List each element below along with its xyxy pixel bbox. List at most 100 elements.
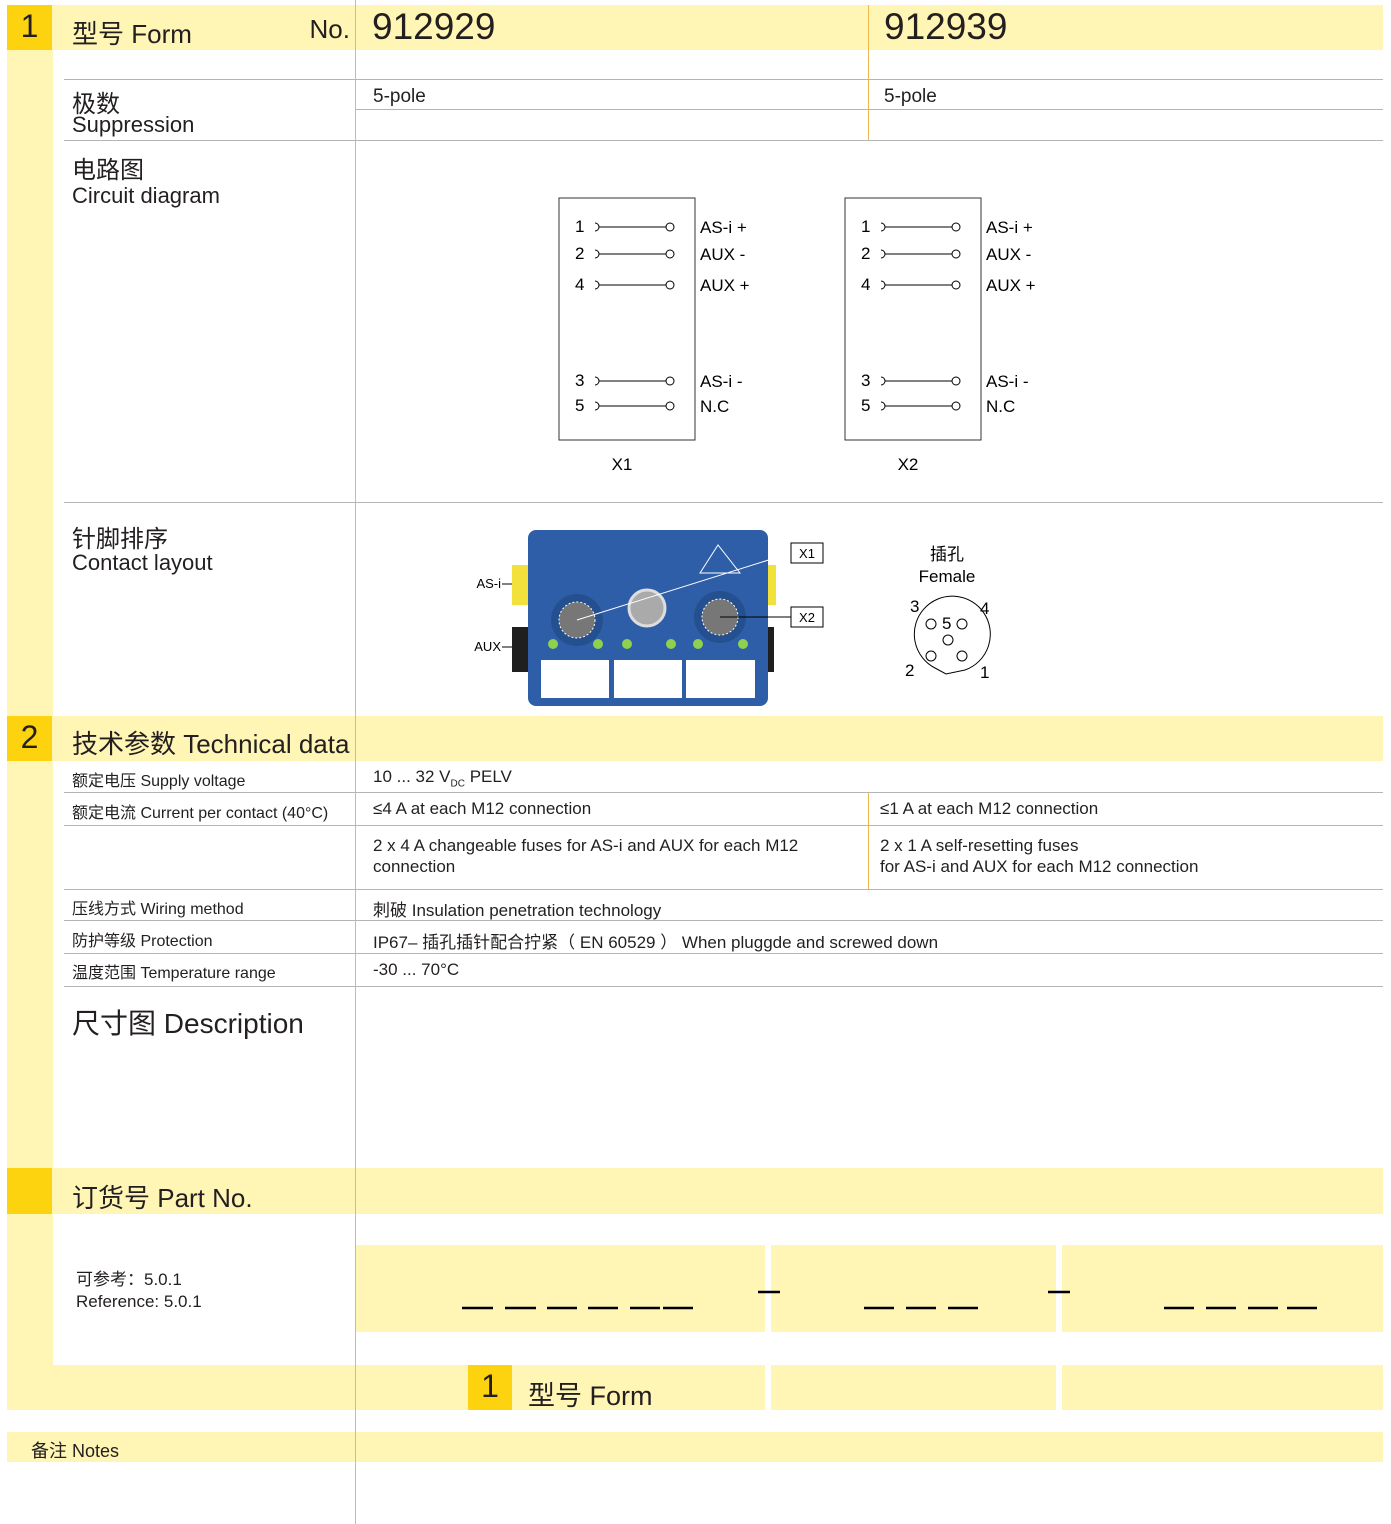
pin-terminal	[951, 222, 961, 232]
tech-value: ≤4 A at each M12 connection	[373, 799, 592, 818]
row-line	[64, 953, 1383, 954]
knob	[627, 588, 667, 628]
pin-contact	[880, 401, 886, 411]
cable-tab	[766, 565, 776, 605]
notes-band	[7, 1432, 1383, 1462]
reference-en: Reference: 5.0.1	[76, 1292, 202, 1311]
form-label: 型号 Form	[528, 1381, 653, 1411]
female-en: Female	[919, 567, 976, 586]
dashes	[462, 1290, 1317, 1310]
column-line	[868, 5, 869, 140]
logo	[699, 544, 742, 574]
callout-box	[790, 542, 824, 564]
row-line	[355, 109, 1383, 110]
label-en: Contact layout	[72, 550, 213, 575]
section-title: 型号 Form	[72, 19, 192, 49]
row-line	[64, 140, 1383, 141]
callout-box	[790, 606, 824, 628]
cable-tab	[512, 565, 530, 605]
text: 10 ... 32 V	[373, 767, 451, 786]
connector-box	[558, 197, 696, 441]
part-field	[356, 1245, 765, 1332]
pin-contact	[880, 249, 886, 259]
label-cn: 极数	[72, 91, 120, 118]
pin-signal: AS-i +	[986, 218, 1033, 237]
tech-value: 10 ... 32 VDC PELV	[373, 767, 512, 789]
tech-value: 2 x 4 A changeable fuses for AS-i and AU…	[373, 836, 799, 876]
label-cn: 电路图	[72, 157, 144, 184]
tech-label: 温度范围 Temperature range	[72, 965, 276, 982]
pin-terminal	[665, 280, 675, 290]
label-en: Suppression	[72, 112, 195, 137]
pin-signal: AS-i +	[700, 218, 747, 237]
form-band	[771, 1365, 1056, 1410]
callout-label: X2	[799, 610, 815, 625]
row-line	[64, 79, 1383, 80]
pin-signal: AS-i -	[700, 372, 743, 391]
reference-cn: 可参考：5.0.1	[76, 1270, 182, 1289]
pin-terminal	[665, 222, 675, 232]
leader	[576, 552, 792, 621]
pin-label: 1	[980, 663, 989, 682]
label-en: Circuit diagram	[72, 183, 220, 208]
section-number-box	[7, 5, 52, 50]
pin-signal: AUX -	[986, 245, 1031, 264]
pin-number: 2	[861, 244, 870, 263]
pin-signal: AUX +	[986, 276, 1036, 295]
tech-label: 防护等级 Protection	[72, 933, 213, 950]
pin-terminal	[951, 280, 961, 290]
pin-signal: AUX -	[700, 245, 745, 264]
pin-contact	[594, 376, 600, 386]
pin-contact	[880, 222, 886, 232]
pin-number: 1	[575, 217, 584, 236]
tech-label: 额定电流 Current per contact (40°C)	[72, 805, 329, 822]
column-line	[868, 792, 869, 889]
header-band	[7, 5, 1383, 50]
row-line	[64, 986, 1383, 987]
tech-band	[7, 716, 1383, 761]
device-drawing: AS-i AUX X1 X2 插孔 Female 3 4 5 2 1	[474, 530, 991, 706]
pin-label: 4	[980, 599, 989, 618]
part-box	[7, 1168, 52, 1214]
description-title: 尺寸图 Description	[72, 1008, 304, 1039]
section-title: 技术参数 Technical data	[72, 729, 350, 759]
cable-tab	[512, 627, 532, 672]
tech-value: 2 x 1 A self-resetting fuses for AS-i and…	[880, 835, 1198, 877]
row-line	[64, 825, 1383, 826]
part-band	[7, 1168, 1383, 1214]
section-number: 1	[20, 8, 39, 44]
pin-terminal	[665, 249, 675, 259]
pin-number: 4	[861, 275, 870, 294]
model-number: 912929	[372, 6, 496, 47]
part-title: 订货号 Part No.	[72, 1183, 253, 1213]
text: PELV	[469, 767, 512, 786]
tech-value: -30 ... 70°C	[373, 960, 460, 979]
row-line	[64, 920, 1383, 921]
form-band	[1062, 1365, 1383, 1410]
row-line	[64, 502, 1383, 503]
pin-contact	[594, 280, 600, 290]
form-band	[7, 1365, 765, 1410]
tech-label: 压线方式 Wiring method	[72, 901, 244, 918]
pin-contact	[880, 280, 886, 290]
pin-number: 5	[861, 396, 870, 415]
pole-value: 5-pole	[373, 86, 426, 107]
column-line	[355, 0, 356, 1524]
female-pins	[925, 618, 968, 662]
connector-name: X2	[898, 455, 919, 474]
part-dashes	[462, 1290, 1317, 1310]
no-label: No.	[309, 14, 350, 44]
circuit-diagram: X1 1 AS-i + 2 AUX - 4 AUX + 3 AS-i - 5 N.C X2 1 AS-i …	[558, 197, 1036, 474]
female-outline	[913, 595, 991, 675]
tech-label: 额定电压 Supply voltage	[72, 773, 246, 790]
connector-name: X1	[612, 455, 633, 474]
pin-number: 5	[575, 396, 584, 415]
pin-number: 3	[575, 371, 584, 390]
pin-number: 4	[575, 275, 584, 294]
pin-signal: N.C	[700, 397, 729, 416]
pin-contact	[880, 376, 886, 386]
row-line	[64, 792, 1383, 793]
text: for AS-i and AUX for each M12 connection	[880, 857, 1199, 876]
pin-contact	[594, 222, 600, 232]
